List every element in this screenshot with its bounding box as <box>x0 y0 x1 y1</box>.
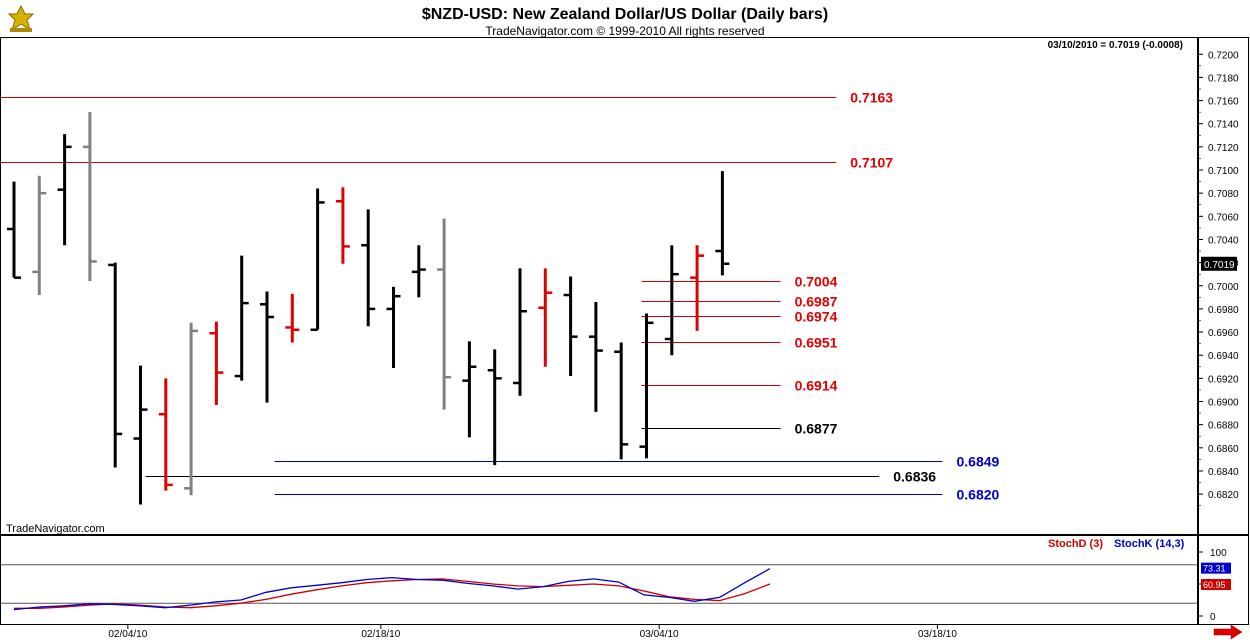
ohlc-bar <box>7 181 21 279</box>
y-tick-label: 0.6940 <box>1208 351 1239 362</box>
ohlc-bar <box>285 293 300 343</box>
ohlc-bar <box>260 291 274 403</box>
ohlc-bar <box>234 255 249 381</box>
ohlc-bar <box>209 321 224 405</box>
ohlc-bar <box>563 276 578 377</box>
level-label: 0.6877 <box>795 421 838 437</box>
level-label: 0.6836 <box>893 469 936 485</box>
ohlc-bar <box>32 175 47 296</box>
y-tick-label: 0.7100 <box>1208 166 1239 177</box>
ohlc-bar <box>664 245 679 356</box>
stochd-value-box <box>1201 579 1231 590</box>
ohlc-bar <box>690 245 705 331</box>
ohlc-bar <box>158 378 173 491</box>
ohlc-bar <box>386 286 401 368</box>
y-tick-label: 0.7200 <box>1208 50 1239 61</box>
level-label: 0.7163 <box>850 90 893 106</box>
stochd-value-label: 60.95 <box>1203 580 1226 590</box>
y-tick-label: 0.6900 <box>1208 398 1239 409</box>
ohlc-bar <box>82 112 97 282</box>
ohlc-bar <box>411 245 426 298</box>
level-label: 0.6974 <box>795 309 838 325</box>
ohlc-bar <box>437 218 452 410</box>
chart-title: $NZD-USD: New Zealand Dollar/US Dollar (… <box>422 6 828 23</box>
x-tick-label: 03/04/10 <box>640 629 679 640</box>
stochk-value-box <box>1201 562 1231 574</box>
price-readout: 03/10/2010 = 0.7019 (-0.0008) <box>1048 40 1183 51</box>
stochd-line <box>14 578 771 609</box>
x-tick-label: 02/18/10 <box>361 629 400 640</box>
level-label: 0.6951 <box>795 335 838 351</box>
stoch-y-tick-label: 0 <box>1210 612 1216 623</box>
y-tick-label: 0.6920 <box>1208 374 1239 385</box>
watermark-text: TradeNavigator.com <box>6 523 105 535</box>
copyright-text: TradeNavigator.com © 1999-2010 All right… <box>485 24 764 38</box>
y-tick-label: 0.7080 <box>1208 189 1239 200</box>
ohlc-bar <box>361 209 376 327</box>
ohlc-bar <box>588 301 603 412</box>
x-tick-label: 03/18/10 <box>918 629 957 640</box>
ohlc-bar <box>538 268 553 367</box>
ohlc-bar <box>57 134 72 246</box>
ohlc-bar <box>310 188 325 331</box>
ohlc-bar <box>335 187 350 264</box>
trade-navigator-logo-icon[interactable] <box>4 4 38 34</box>
price-axis-panel <box>1198 37 1249 535</box>
ohlc-bar <box>108 262 123 468</box>
ohlc-bar <box>462 341 477 438</box>
level-label: 0.6914 <box>795 378 838 394</box>
level-label: 0.6987 <box>795 294 838 310</box>
red-right-arrow-icon[interactable] <box>1213 625 1243 639</box>
level-label: 0.7107 <box>850 155 893 171</box>
y-tick-label: 0.7060 <box>1208 212 1239 223</box>
legend-stochk: StochK (14,3) <box>1114 538 1185 550</box>
level-label: 0.6820 <box>957 487 1000 503</box>
last-price-label: 0.7019 <box>1204 260 1235 271</box>
y-tick-label: 0.6860 <box>1208 444 1239 455</box>
ohlc-bar <box>639 313 654 459</box>
y-tick-label: 0.7180 <box>1208 73 1239 84</box>
stoch-y-tick-label: 100 <box>1210 548 1227 559</box>
ohlc-bar <box>614 342 629 460</box>
ohlc-bar <box>513 268 527 396</box>
ohlc-bar <box>487 349 502 466</box>
ohlc-bar <box>133 365 148 505</box>
stochk-line <box>13 568 771 611</box>
level-label: 0.6849 <box>957 454 1000 470</box>
y-tick-label: 0.6820 <box>1208 490 1239 501</box>
y-tick-label: 0.7140 <box>1208 120 1239 131</box>
y-tick-label: 0.7160 <box>1208 97 1239 108</box>
y-tick-label: 0.7120 <box>1208 143 1239 154</box>
ohlc-bar <box>184 322 199 496</box>
y-tick-label: 0.7000 <box>1208 282 1239 293</box>
x-tick-label: 02/04/10 <box>108 629 147 640</box>
y-tick-label: 0.6880 <box>1208 421 1239 432</box>
stochk-value-label: 73.31 <box>1203 564 1226 574</box>
y-tick-label: 0.6840 <box>1208 467 1239 478</box>
y-tick-label: 0.7040 <box>1208 235 1239 246</box>
y-tick-label: 0.6980 <box>1208 305 1239 316</box>
last-price-box <box>1201 256 1237 271</box>
y-tick-label: 0.6960 <box>1208 328 1239 339</box>
level-label: 0.7004 <box>795 274 838 290</box>
ohlc-bar <box>715 171 730 276</box>
price-plot-frame <box>0 37 1198 535</box>
legend-stochd: StochD (3) <box>1048 538 1103 550</box>
